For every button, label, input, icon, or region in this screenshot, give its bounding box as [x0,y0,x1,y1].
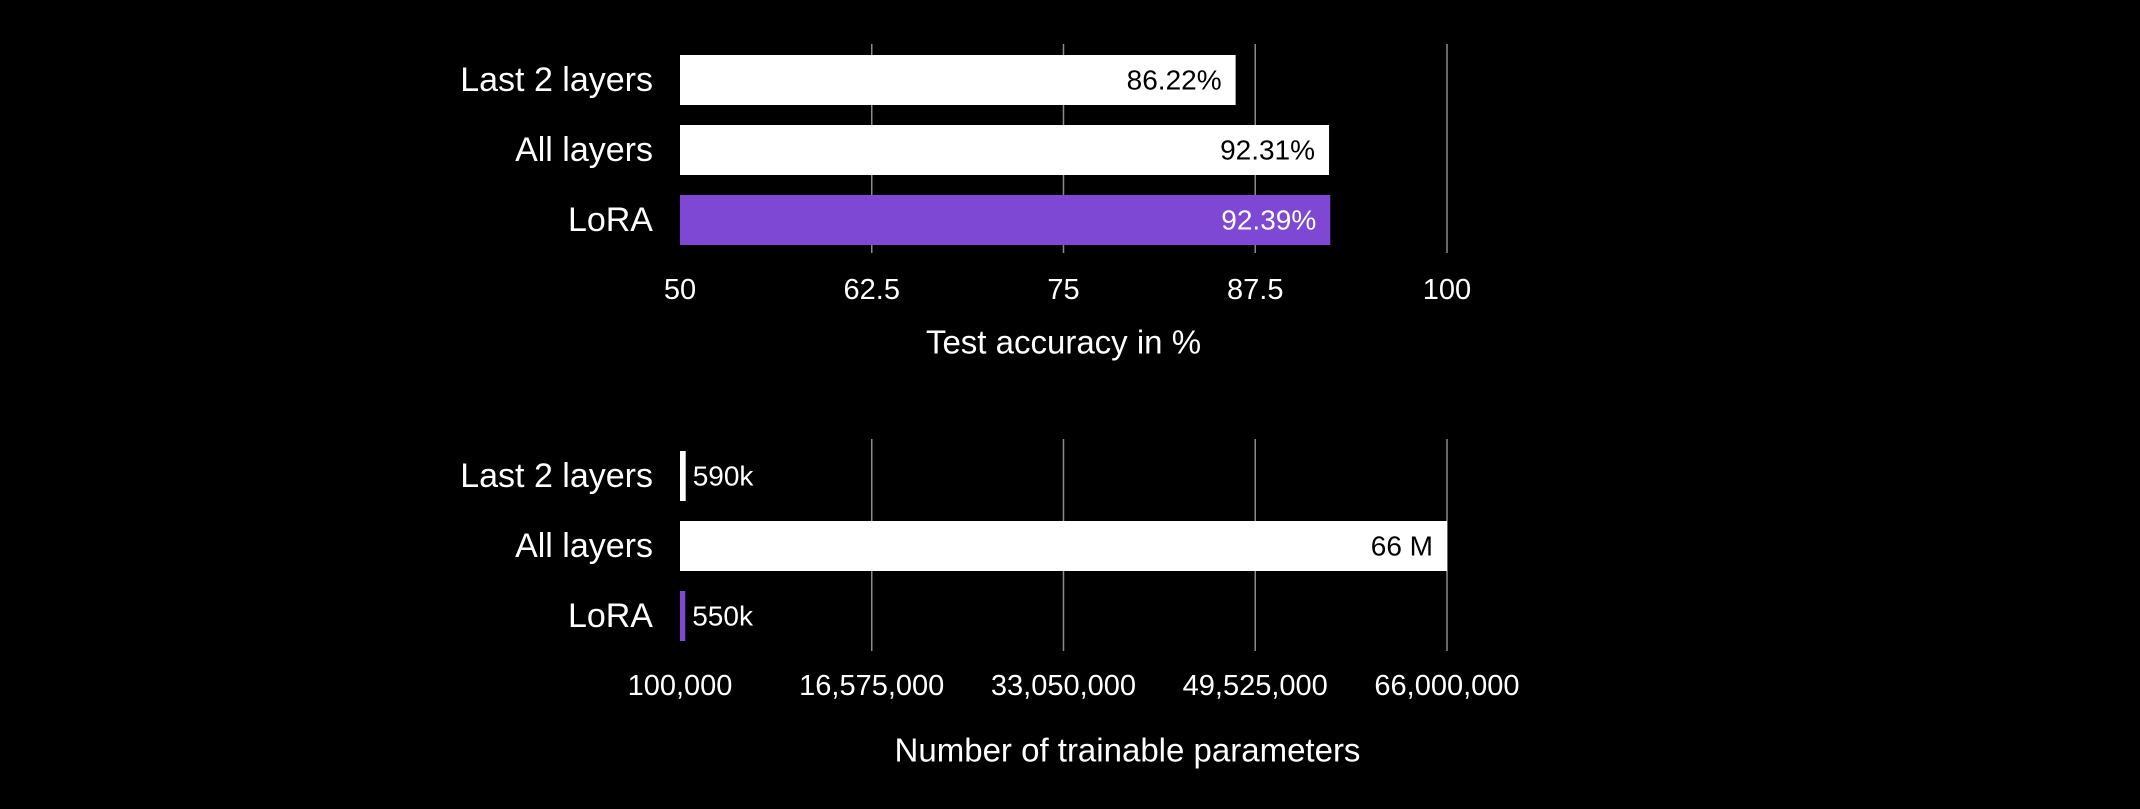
category-label: LoRA [568,597,653,635]
x-axis-label: Test accuracy in % [926,324,1201,361]
tick-label: 50 [664,274,696,306]
bar-all-layers [680,125,1330,175]
tick-label: 87.5 [1227,274,1283,306]
tick-label: 100 [1423,274,1471,306]
bar-last-2-layers [680,451,686,501]
bar-lora [680,591,686,641]
tick-label: 100,000 [628,670,733,702]
data-label: 590k [693,461,755,492]
category-label: LoRA [568,201,653,239]
category-label: Last 2 layers [460,457,653,495]
tick-label: 16,575,000 [799,670,944,702]
parameters-chart: Last 2 layers 590k All layers 66 M LoRA 550k 1… [460,439,1520,769]
tick-label: 66,000,000 [1374,670,1519,702]
tick-label: 49,525,000 [1183,670,1328,702]
data-label: 66 M [1371,531,1433,562]
data-label: 86.22% [1127,65,1222,96]
data-label: 92.39% [1221,205,1316,236]
accuracy-chart: Last 2 layers 86.22% All layers 92.31% LoRA 9… [460,44,1471,361]
category-label: All layers [515,527,653,565]
category-label: All layers [515,131,653,169]
bar-last-2-layers [680,55,1236,105]
bar-all-layers [680,521,1447,571]
data-label: 550k [692,601,754,632]
tick-label: 33,050,000 [991,670,1136,702]
data-label: 92.31% [1220,135,1315,166]
tick-label: 62.5 [844,274,900,306]
bar-lora [680,195,1331,245]
category-label: Last 2 layers [460,61,653,99]
x-axis-label: Number of trainable parameters [895,732,1361,769]
tick-label: 75 [1047,274,1079,306]
